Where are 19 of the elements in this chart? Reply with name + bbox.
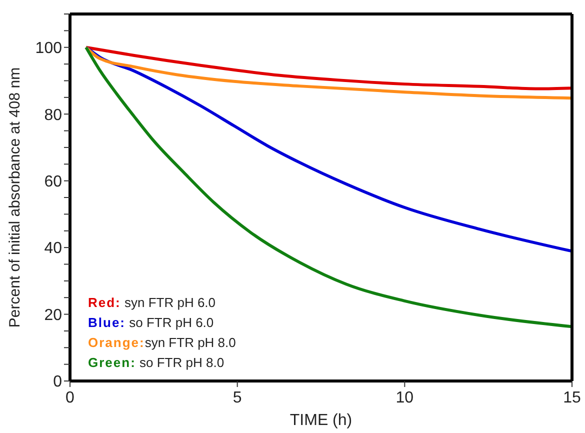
y-tick-label: 20 bbox=[44, 306, 62, 324]
y-tick-label: 100 bbox=[35, 40, 62, 58]
text: Green: so FTR pH 8.0 bbox=[88, 355, 224, 370]
y-tick-label: 80 bbox=[44, 106, 62, 124]
line-series bbox=[84, 46, 572, 100]
line-series bbox=[84, 46, 572, 90]
y-tick-label: 60 bbox=[44, 174, 62, 190]
x-tick-label: 5 bbox=[232, 389, 242, 406]
y-axis-title: Percent of initial absorbance at 408 nm bbox=[6, 67, 24, 328]
y-tick-label: 40 bbox=[44, 240, 62, 258]
x-tick-label: 10 bbox=[396, 389, 414, 406]
x-tick-label: 15 bbox=[563, 389, 581, 406]
text: Red: syn FTR pH 6.0 bbox=[88, 295, 216, 310]
text: Blue: so FTR pH 6.0 bbox=[88, 315, 214, 330]
y-tick-label: 0 bbox=[53, 374, 62, 391]
x-axis-title: TIME (h) bbox=[290, 412, 352, 429]
line-series bbox=[84, 46, 572, 328]
text: Orange:syn FTR pH 8.0 bbox=[88, 335, 236, 350]
x-tick-label: 0 bbox=[66, 389, 75, 406]
